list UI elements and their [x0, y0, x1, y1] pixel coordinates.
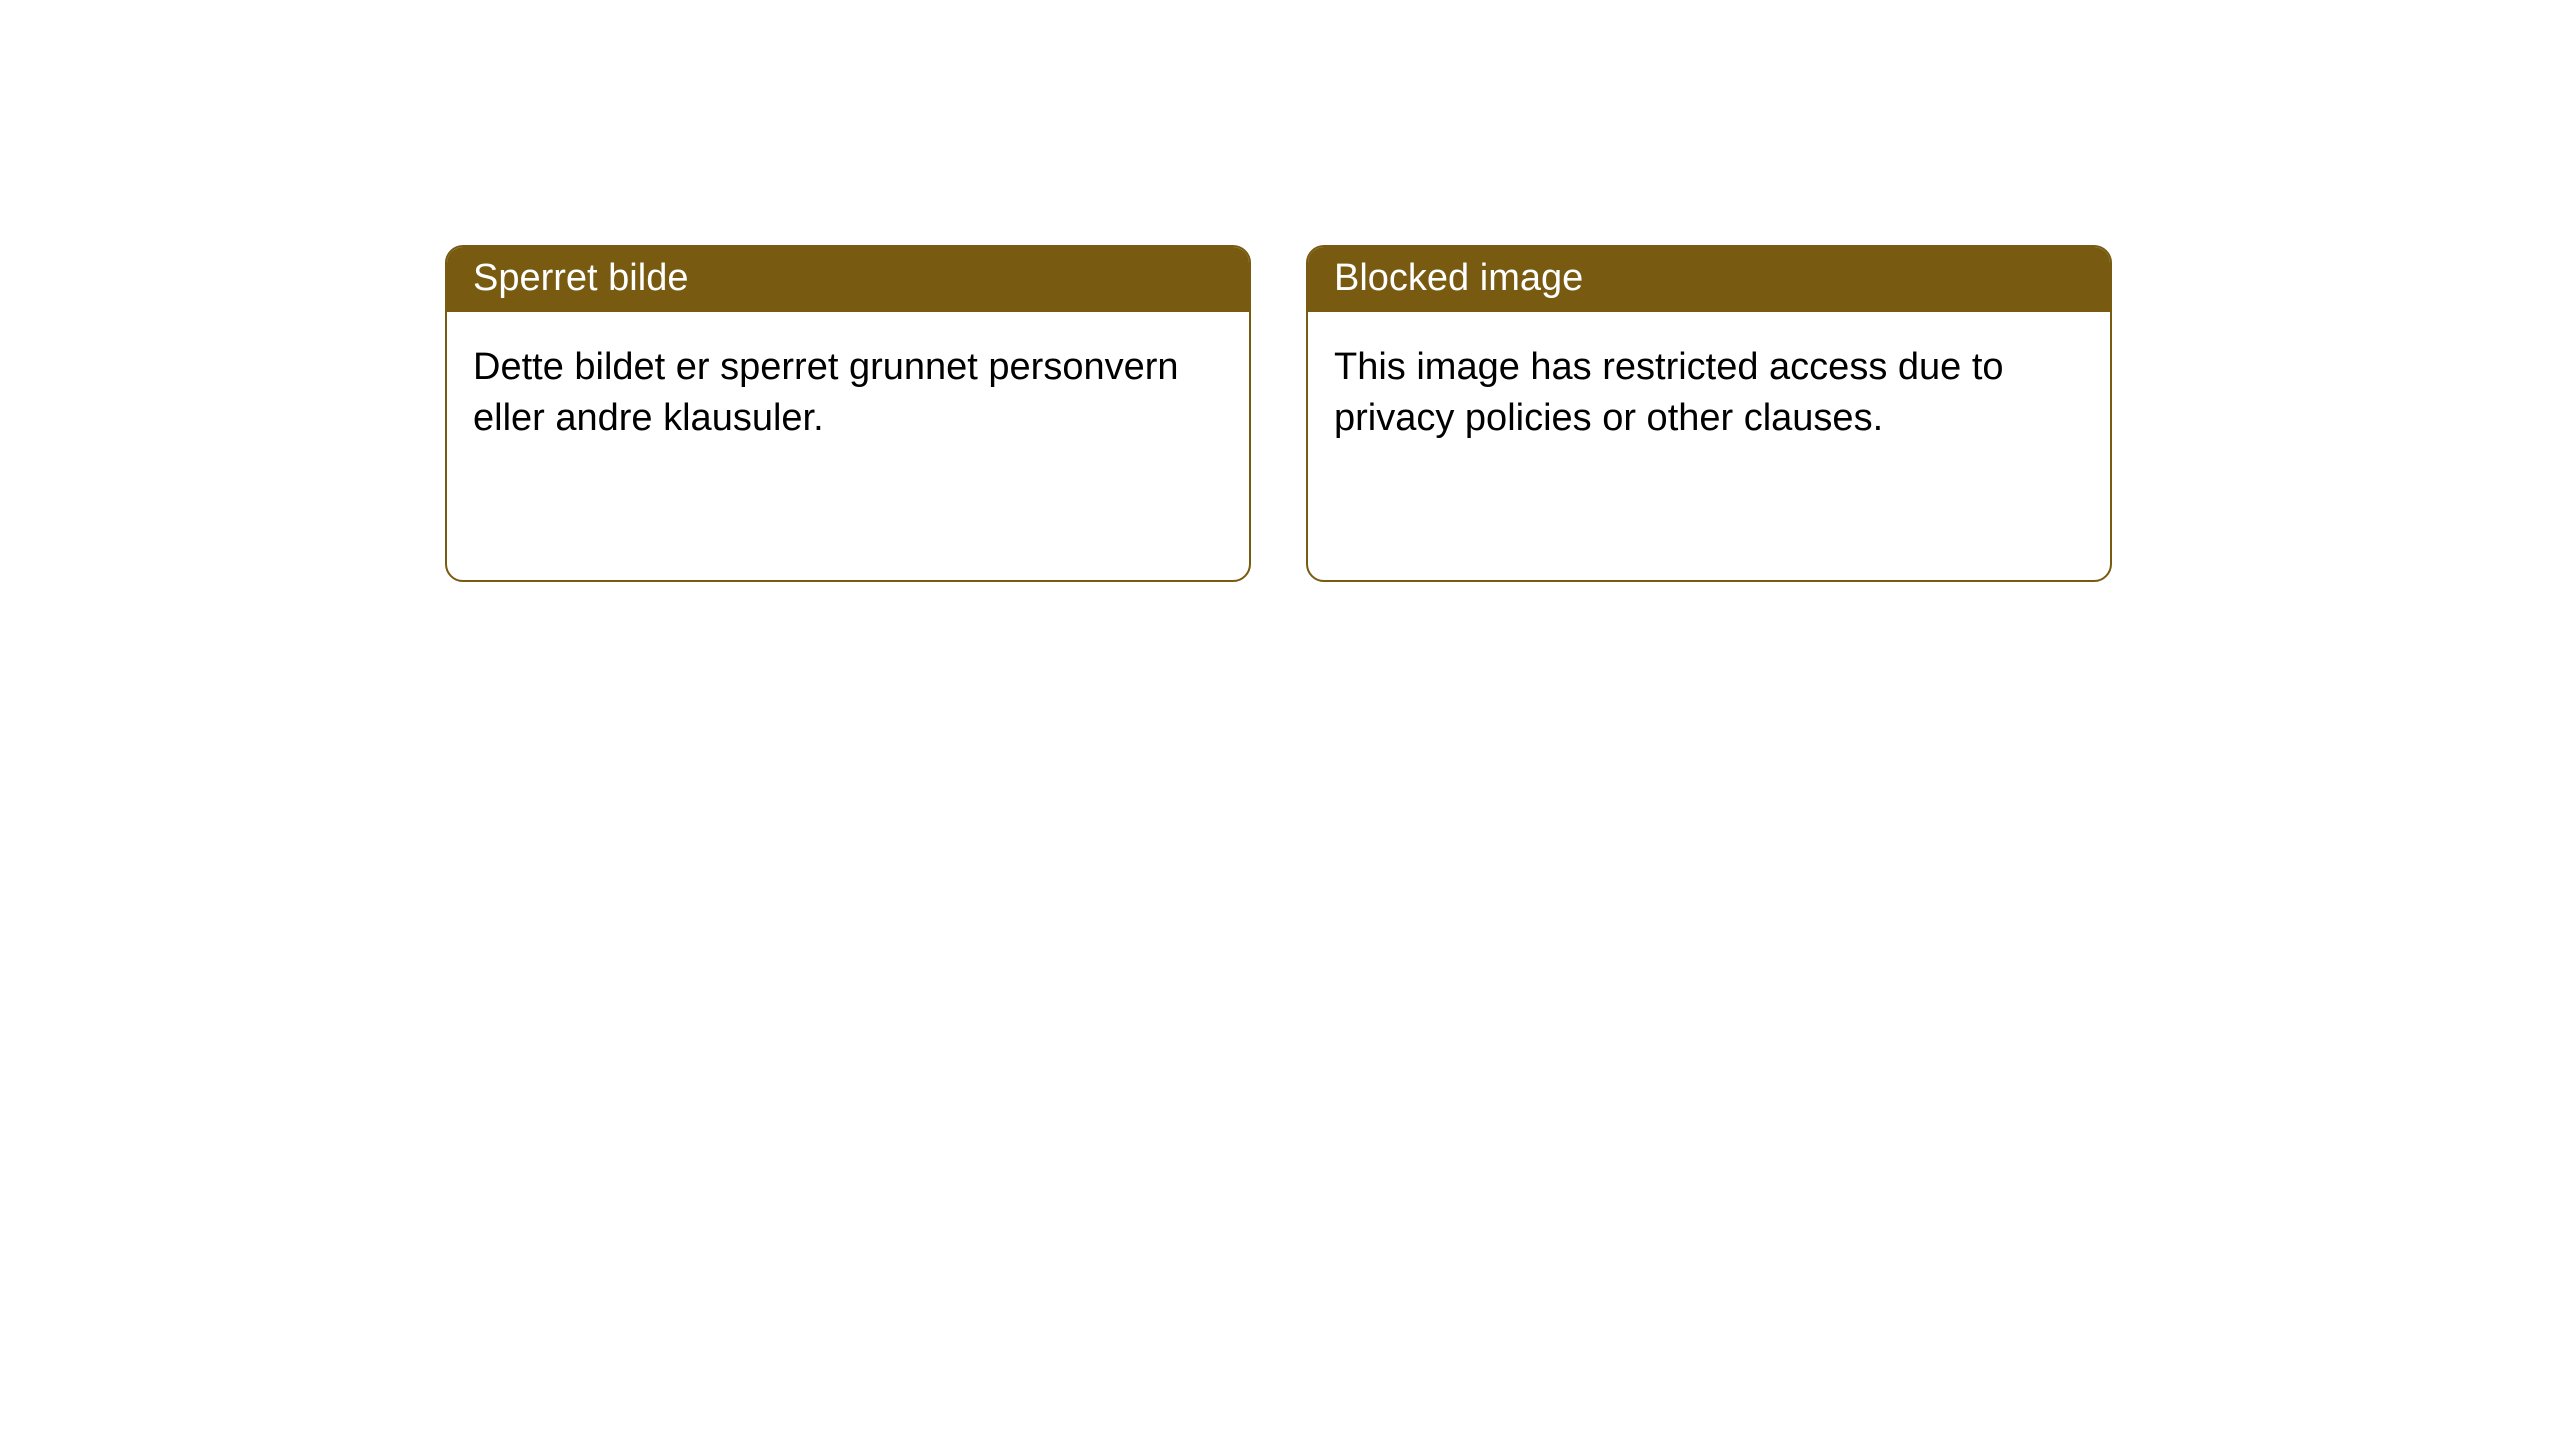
- card-message: This image has restricted access due to …: [1334, 346, 2004, 439]
- card-title: Sperret bilde: [473, 257, 688, 299]
- notice-card-english: Blocked image This image has restricted …: [1306, 245, 2112, 582]
- card-message: Dette bildet er sperret grunnet personve…: [473, 346, 1179, 439]
- notice-card-norwegian: Sperret bilde Dette bildet er sperret gr…: [445, 245, 1251, 582]
- card-title: Blocked image: [1334, 257, 1583, 299]
- notice-container: Sperret bilde Dette bildet er sperret gr…: [0, 0, 2560, 582]
- card-body: Dette bildet er sperret grunnet personve…: [447, 312, 1249, 474]
- card-header: Blocked image: [1308, 247, 2110, 312]
- card-header: Sperret bilde: [447, 247, 1249, 312]
- card-body: This image has restricted access due to …: [1308, 312, 2110, 474]
